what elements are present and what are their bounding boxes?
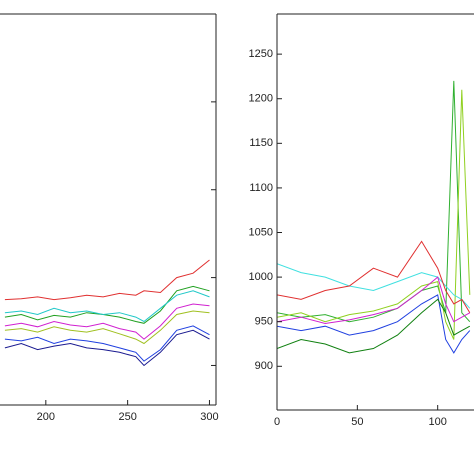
plot-area	[277, 80, 471, 354]
series-line	[277, 89, 471, 340]
series-line	[277, 263, 471, 309]
x-tick-label: 300	[200, 411, 218, 423]
y-tick-label: 900	[255, 360, 273, 372]
series-line	[4, 310, 210, 345]
series-line	[4, 303, 210, 340]
series-line	[277, 298, 471, 354]
series-line	[4, 325, 210, 362]
y-tick-label: 950	[255, 316, 273, 328]
y-tick-label: 1100	[249, 182, 273, 194]
x-tick-label: 50	[351, 416, 363, 428]
series-line	[277, 294, 471, 354]
y-tick-label: 1200	[249, 93, 273, 105]
series-line	[4, 285, 210, 324]
series-line	[277, 80, 471, 323]
x-tick-label: 200	[37, 411, 55, 423]
x-tick-label: 250	[118, 411, 136, 423]
y-tick-label: 1000	[249, 271, 273, 283]
plot: 0 50 100 900 950 1000 1050 1100 1150 1200 1250	[249, 13, 474, 428]
series-line	[277, 240, 471, 314]
x-tick-label: 0	[274, 416, 280, 428]
series-line	[277, 276, 471, 325]
y-tick-label: 1050	[249, 226, 273, 238]
y-tick-label: 1250	[249, 48, 273, 60]
plot: 200 250 300	[0, 13, 219, 423]
y-tick-label: 1150	[249, 137, 273, 149]
series-line	[4, 329, 210, 367]
x-tick-label: 100	[429, 416, 447, 428]
series-line	[4, 290, 210, 323]
series-line	[4, 259, 210, 301]
plot-area	[4, 259, 210, 367]
